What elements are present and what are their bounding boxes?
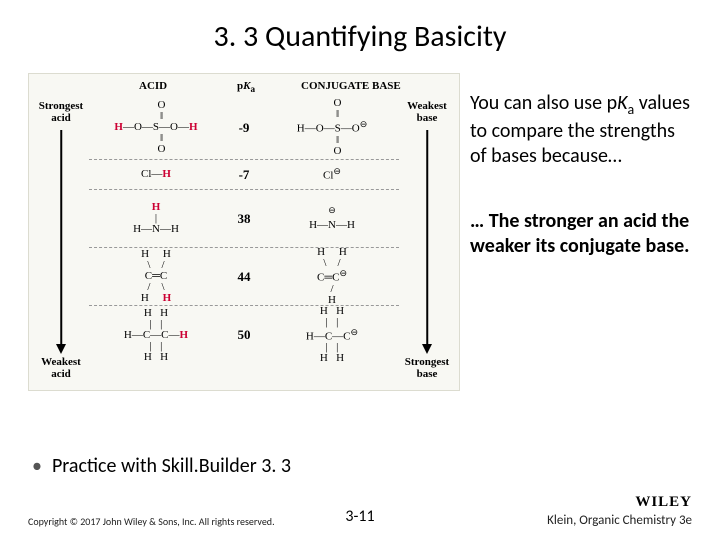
wiley-logo: WILEY	[400, 494, 692, 511]
strongest-base-label: Strongest base	[399, 356, 455, 380]
pka-value: -7	[223, 167, 265, 183]
acid-strength-arrow: Strongest acid Weakest acid	[33, 100, 89, 380]
footer-right: WILEY Klein, Organic Chemistry 3e	[400, 494, 692, 528]
book-title: Klein, Organic Chemistry 3e	[400, 513, 692, 528]
footer: Copyright © 2017 John Wiley & Sons, Inc.…	[0, 492, 720, 532]
acid-structure: Cl—H	[89, 169, 223, 180]
content-row: ACID pKa CONJUGATE BASE Strongest acid W…	[28, 73, 692, 391]
col-head-acid: ACID	[139, 80, 167, 92]
base-strength-arrow: Weakest base Strongest base	[399, 100, 455, 380]
base-structure: Cl⊖	[265, 167, 399, 182]
weakest-acid-label: Weakest acid	[33, 356, 89, 380]
base-structure: H H | | H—C—C⊖ | | H H	[265, 306, 399, 365]
p1-ital: K	[617, 91, 627, 115]
basicity-table-figure: ACID pKa CONJUGATE BASE Strongest acid W…	[28, 73, 460, 391]
weakest-base-label: Weakest base	[399, 100, 455, 124]
table-row: O ‖ H—O—S—O—H ‖ O -9 O ‖	[89, 96, 399, 160]
base-structure: ⊖ H—N—H	[265, 206, 399, 232]
slide-title: 3. 3 Quantifying Basicity	[28, 18, 692, 55]
pka-value: 44	[223, 269, 265, 285]
table-row: H | H—N—H 38 ⊖ H—N—H	[89, 190, 399, 248]
page-number: 3-11	[320, 507, 400, 528]
pka-value: -9	[223, 120, 265, 136]
col-head-base: CONJUGATE BASE	[301, 80, 401, 92]
pka-value: 38	[223, 211, 265, 227]
paragraph-2: … The stronger an acid the weaker its co…	[470, 209, 692, 259]
slide: 3. 3 Quantifying Basicity ACID pKa CONJU…	[0, 0, 720, 540]
table-row: H H | | H—C—C—H | | H H 50 H H | |	[89, 306, 399, 364]
practice-bullet: • Practice with Skill.Builder 3. 3	[32, 454, 291, 478]
acid-structure: H H | | H—C—C—H | | H H	[89, 308, 223, 363]
side-text: You can also use pKa values to compare t…	[470, 73, 692, 391]
table-rows: O ‖ H—O—S—O—H ‖ O -9 O ‖	[89, 96, 399, 384]
strongest-acid-label: Strongest acid	[33, 100, 89, 124]
table-row: Cl—H -7 Cl⊖	[89, 160, 399, 190]
base-structure: O ‖ H—O—S—O⊖ ‖ O	[265, 98, 399, 157]
pka-value: 50	[223, 327, 265, 343]
acid-structure: H H \ / C═C / \ H H	[89, 249, 223, 304]
bullet-dot: •	[32, 454, 42, 478]
copyright-text: Copyright © 2017 John Wiley & Sons, Inc.…	[28, 515, 320, 528]
base-structure: H H \ / C═C⊖ / H	[265, 247, 399, 306]
col-head-pka: pKa	[237, 80, 255, 94]
table-row: H H \ / C═C / \ H H 44 H H \ /	[89, 248, 399, 306]
acid-structure: H | H—N—H	[89, 202, 223, 235]
bullet-text: Practice with Skill.Builder 3. 3	[52, 454, 291, 478]
paragraph-1: You can also use pKa values to compare t…	[470, 91, 692, 169]
acid-structure: O ‖ H—O—S—O—H ‖ O	[89, 100, 223, 155]
p1-pre: You can also use p	[470, 91, 617, 115]
